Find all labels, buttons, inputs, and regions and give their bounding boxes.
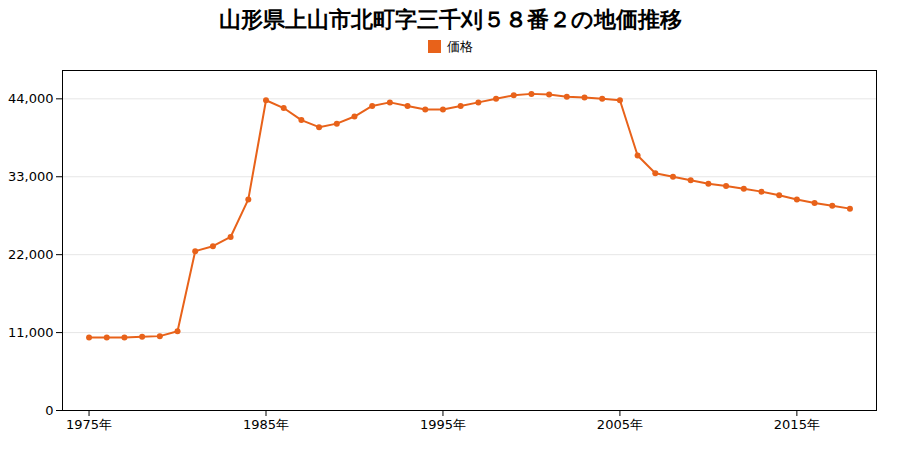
- svg-text:2015年: 2015年: [774, 416, 820, 431]
- html-text:山形県上山市北町字三千刈５８番２の地価推移: 山形県上山市北町字三千刈５８番２の地価推移: [218, 7, 682, 32]
- svg-text:1975年: 1975年: [66, 416, 112, 431]
- svg-text:44,000: 44,000: [8, 90, 54, 105]
- html-text:価格: 価格: [446, 38, 473, 54]
- svg-text:0: 0: [45, 402, 53, 417]
- svg-text:33,000: 33,000: [8, 168, 54, 183]
- svg-text:1985年: 1985年: [243, 416, 289, 431]
- svg-text:11,000: 11,000: [8, 324, 54, 339]
- svg-text:1995年: 1995年: [420, 416, 466, 431]
- svg-text:22,000: 22,000: [8, 246, 54, 261]
- svg-text:2005年: 2005年: [597, 416, 643, 431]
